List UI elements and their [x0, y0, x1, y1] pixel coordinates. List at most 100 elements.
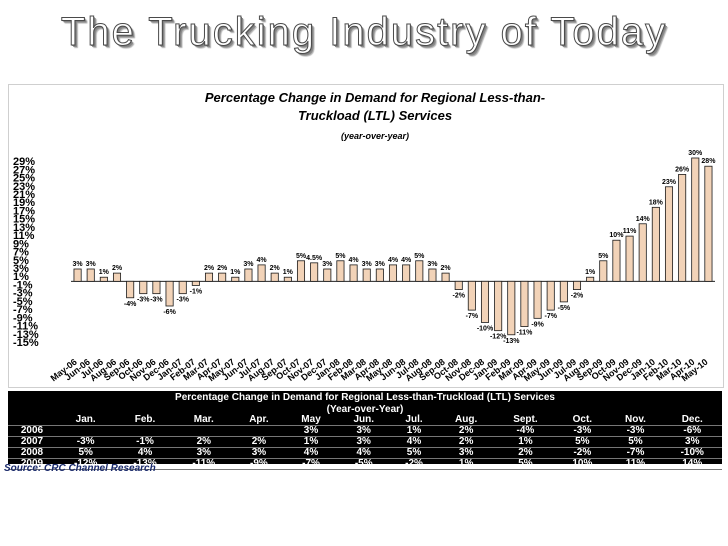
data-label: 5%	[335, 253, 346, 260]
bar-Jun-09	[559, 280, 568, 303]
bar-Jan-07	[178, 280, 187, 295]
row-year: 2010	[8, 469, 56, 480]
table-cell: 18%	[56, 469, 116, 480]
table-cell: -3%	[56, 436, 116, 448]
table-cell: -7%	[284, 458, 338, 470]
table-row: 2010 18% 23% 26% 30% 28%	[8, 469, 722, 480]
column-header: Jul.	[405, 414, 423, 425]
bar-Oct-09	[612, 239, 621, 282]
bar-Jul-09	[572, 280, 582, 290]
column-header: May	[301, 414, 321, 425]
row-year: 2009	[8, 458, 56, 470]
row-year: 2007	[8, 436, 56, 448]
row-year: 2006	[8, 425, 56, 437]
data-label: 1%	[585, 269, 596, 276]
table-cell: 3%	[337, 425, 391, 437]
data-label: 2%	[112, 265, 123, 272]
data-label: 14%	[636, 216, 651, 223]
data-label: -10%	[477, 325, 494, 332]
bar-Dec-06	[165, 280, 174, 307]
column-header: Jun.	[353, 414, 374, 425]
bars-layer	[71, 157, 715, 336]
bar-Mar-07	[204, 272, 214, 282]
y-tick-label: 27%	[13, 164, 35, 176]
bar-Feb-08	[349, 264, 358, 282]
bar-Aug-09	[586, 276, 595, 282]
chart-panel: Percentage Change in Demand for Regional…	[8, 84, 724, 388]
data-label: 26%	[675, 166, 690, 173]
bar-May-06	[73, 268, 82, 282]
bar-Aug-06	[112, 272, 122, 282]
table-cell: 3%	[437, 447, 495, 459]
table-cell	[556, 469, 609, 480]
table-cell: -1%	[115, 436, 175, 448]
bar-Nov-07	[310, 262, 319, 282]
data-label: 5%	[598, 253, 609, 260]
y-tick-label: -15%	[13, 337, 39, 349]
data-label: 1%	[99, 269, 110, 276]
bar-Apr-09	[533, 280, 542, 319]
chart-title-line-1: Percentage Change in Demand for Regional…	[205, 90, 545, 105]
bar-Sep-07	[283, 276, 292, 282]
data-labels: 3% 3%1%2%-4%-3% -3%-6%-3%-1%2% 2%1%3%4%2%1%…	[73, 150, 717, 345]
bar-May-08	[388, 264, 398, 282]
data-label: -3%	[176, 297, 189, 304]
bar-Dec-08	[480, 280, 490, 323]
table-cell: -3%	[608, 425, 663, 437]
table-cell: 1%	[437, 458, 495, 470]
data-label: -13%	[503, 338, 520, 345]
data-label: -3%	[137, 297, 150, 304]
table-cell: 2%	[437, 436, 495, 448]
data-label: 23%	[662, 179, 677, 186]
bar-Dec-07	[323, 268, 332, 282]
data-label: -7%	[544, 313, 557, 320]
table-cell: 4%	[337, 447, 391, 459]
y-tick-label: -9%	[13, 312, 33, 324]
table-cell: -12%	[56, 458, 116, 470]
table-cell: 5%	[494, 458, 557, 470]
bar-Jun-07	[244, 268, 253, 282]
data-table: Jan. Feb. Mar. Apr. May Jun. Jul. Aug. Sept. Oct.…	[8, 415, 722, 480]
data-label: 3%	[243, 261, 254, 268]
column-header: Feb.	[134, 414, 156, 425]
column-header: Apr.	[249, 414, 269, 425]
table-cell: 5%	[56, 447, 116, 459]
table-cell: 3%	[662, 436, 722, 448]
y-tick-label: -11%	[13, 321, 38, 333]
data-label: -2%	[452, 293, 465, 300]
y-tick-label: 23%	[13, 181, 35, 193]
table-cell	[390, 469, 438, 480]
y-tick-label: -1%	[13, 279, 33, 291]
data-label: 18%	[649, 199, 664, 206]
y-tick-label: -5%	[13, 296, 33, 308]
table-cell: -5%	[337, 458, 391, 470]
column-header: Nov.	[624, 414, 646, 425]
y-tick-label: 5%	[13, 255, 29, 267]
bar-May-09	[546, 280, 555, 311]
table-cell: 14%	[662, 458, 722, 470]
data-label: 1%	[283, 269, 294, 276]
y-tick-label: -3%	[13, 288, 33, 300]
y-tick-label: -13%	[13, 329, 39, 341]
data-label: 2%	[270, 265, 281, 272]
chart-subtitle: (year-over-year)	[341, 131, 409, 141]
data-label: 4%	[401, 257, 412, 264]
bar-Jul-07	[257, 264, 266, 282]
table-cell: 3%	[337, 436, 391, 448]
data-label: -3%	[150, 297, 163, 304]
table-cell: 2%	[437, 425, 495, 437]
table-body: 2006 3% 3% 1% 2% -4% -3% -3% -6% 2007 -3% -1% 2% 2% 1%…	[8, 425, 722, 480]
table-cell	[494, 469, 557, 480]
bar-Sep-06	[126, 280, 135, 299]
table-header-row: Jan. Feb. Mar. Apr. May Jun. Jul. Aug. Sept. Oct.…	[8, 415, 722, 426]
table-cell	[608, 469, 663, 480]
data-label: 4%	[388, 257, 399, 264]
bar-Feb-09	[507, 280, 516, 336]
data-label: -1%	[190, 288, 203, 295]
y-tick-label: 1%	[13, 271, 29, 283]
table-cell: -9%	[232, 458, 285, 470]
column-header: Jan.	[75, 414, 96, 425]
bar-Feb-10	[664, 186, 674, 282]
data-label: 11%	[623, 228, 637, 235]
chart-title-line-2: Truckload (LTL) Services	[298, 108, 452, 123]
